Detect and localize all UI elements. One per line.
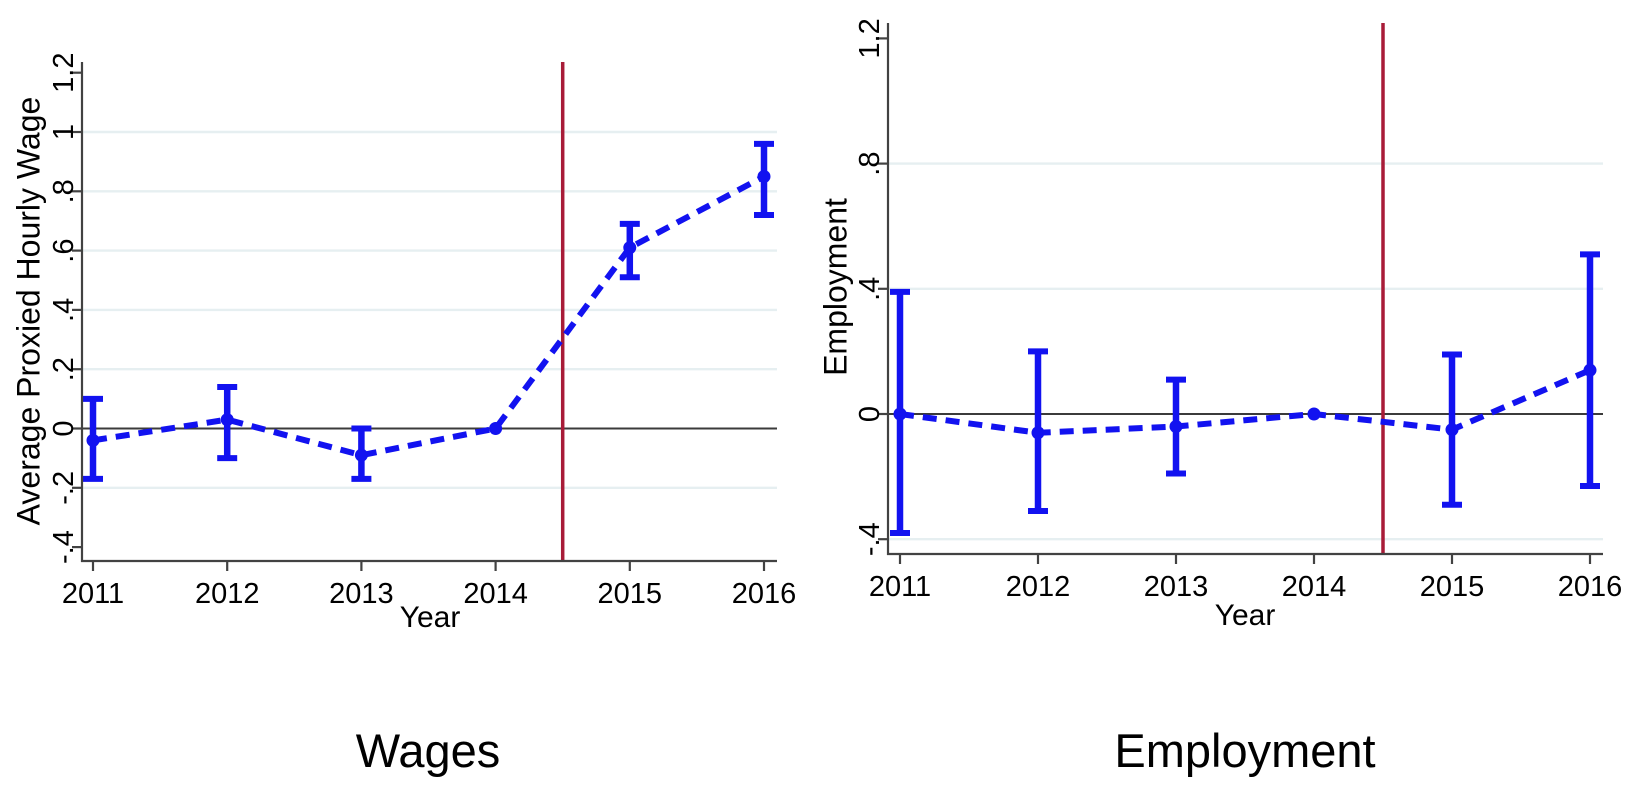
data-point-marker bbox=[1031, 426, 1045, 440]
y-tick-label: .6 bbox=[48, 239, 80, 263]
y-tick-label: -.2 bbox=[48, 471, 80, 505]
x-tick-label: 2013 bbox=[329, 578, 394, 610]
x-tick-label: 2015 bbox=[1420, 571, 1485, 603]
series-dashed-line bbox=[92, 173, 766, 459]
x-tick-label: 2012 bbox=[195, 578, 260, 610]
series-dashed-line bbox=[899, 367, 1592, 436]
wages-chart-title: Wages bbox=[355, 724, 501, 777]
employment-x-axis-title: Year bbox=[1214, 599, 1276, 632]
data-point-marker bbox=[1307, 407, 1321, 421]
data-point-marker bbox=[1169, 420, 1183, 434]
y-tick-label: 1.2 bbox=[48, 53, 80, 93]
x-tick-label: 2011 bbox=[62, 578, 124, 610]
y-tick-label: .8 bbox=[48, 179, 80, 203]
y-tick-label: 0 bbox=[48, 420, 80, 436]
data-point-marker bbox=[220, 413, 234, 427]
y-tick-label: .4 bbox=[48, 298, 80, 322]
data-point-marker bbox=[489, 422, 503, 435]
employment-chart-title: Employment bbox=[1114, 724, 1376, 777]
wages-y-axis-title: Average Proxied Hourly Wage bbox=[10, 96, 47, 526]
y-tick-label: 1.2 bbox=[854, 18, 886, 58]
y-tick-label: .4 bbox=[854, 277, 886, 301]
y-tick-label: .8 bbox=[854, 152, 886, 176]
wages-plot: -.4 -.2 0 .2 .4 .6 .8 1 1.2 2011 2012 2013 2014 2015 2… bbox=[48, 53, 796, 610]
x-tick-label: 2014 bbox=[1282, 571, 1347, 603]
employment-y-axis-title: Employment bbox=[817, 198, 854, 376]
data-point-marker bbox=[893, 407, 907, 421]
y-tick-label: -.4 bbox=[48, 530, 80, 564]
x-tick-label: 2016 bbox=[732, 578, 797, 610]
data-point-marker bbox=[354, 448, 368, 462]
x-tick-label: 2013 bbox=[1144, 571, 1209, 603]
x-tick-label: 2011 bbox=[869, 571, 931, 603]
employment-plot: -.4 0 .4 .8 1.2 2011 2012 2013 2014 2015 2016 bbox=[854, 18, 1622, 603]
y-tick-label: 1 bbox=[48, 124, 80, 140]
y-tick-label: .2 bbox=[48, 357, 80, 381]
x-tick-label: 2014 bbox=[463, 578, 528, 610]
y-tick-label: 0 bbox=[854, 406, 886, 422]
x-tick-label: 2015 bbox=[598, 578, 663, 610]
data-point-marker bbox=[1445, 423, 1459, 437]
data-point-marker bbox=[757, 169, 771, 183]
y-tick-label: -.4 bbox=[854, 522, 886, 556]
x-tick-label: 2016 bbox=[1558, 571, 1623, 603]
x-tick-label: 2012 bbox=[1006, 571, 1071, 603]
data-point-marker bbox=[86, 433, 100, 447]
data-point-marker bbox=[623, 241, 637, 255]
wages-x-axis-title: Year bbox=[399, 601, 461, 634]
data-point-marker bbox=[1583, 363, 1597, 377]
